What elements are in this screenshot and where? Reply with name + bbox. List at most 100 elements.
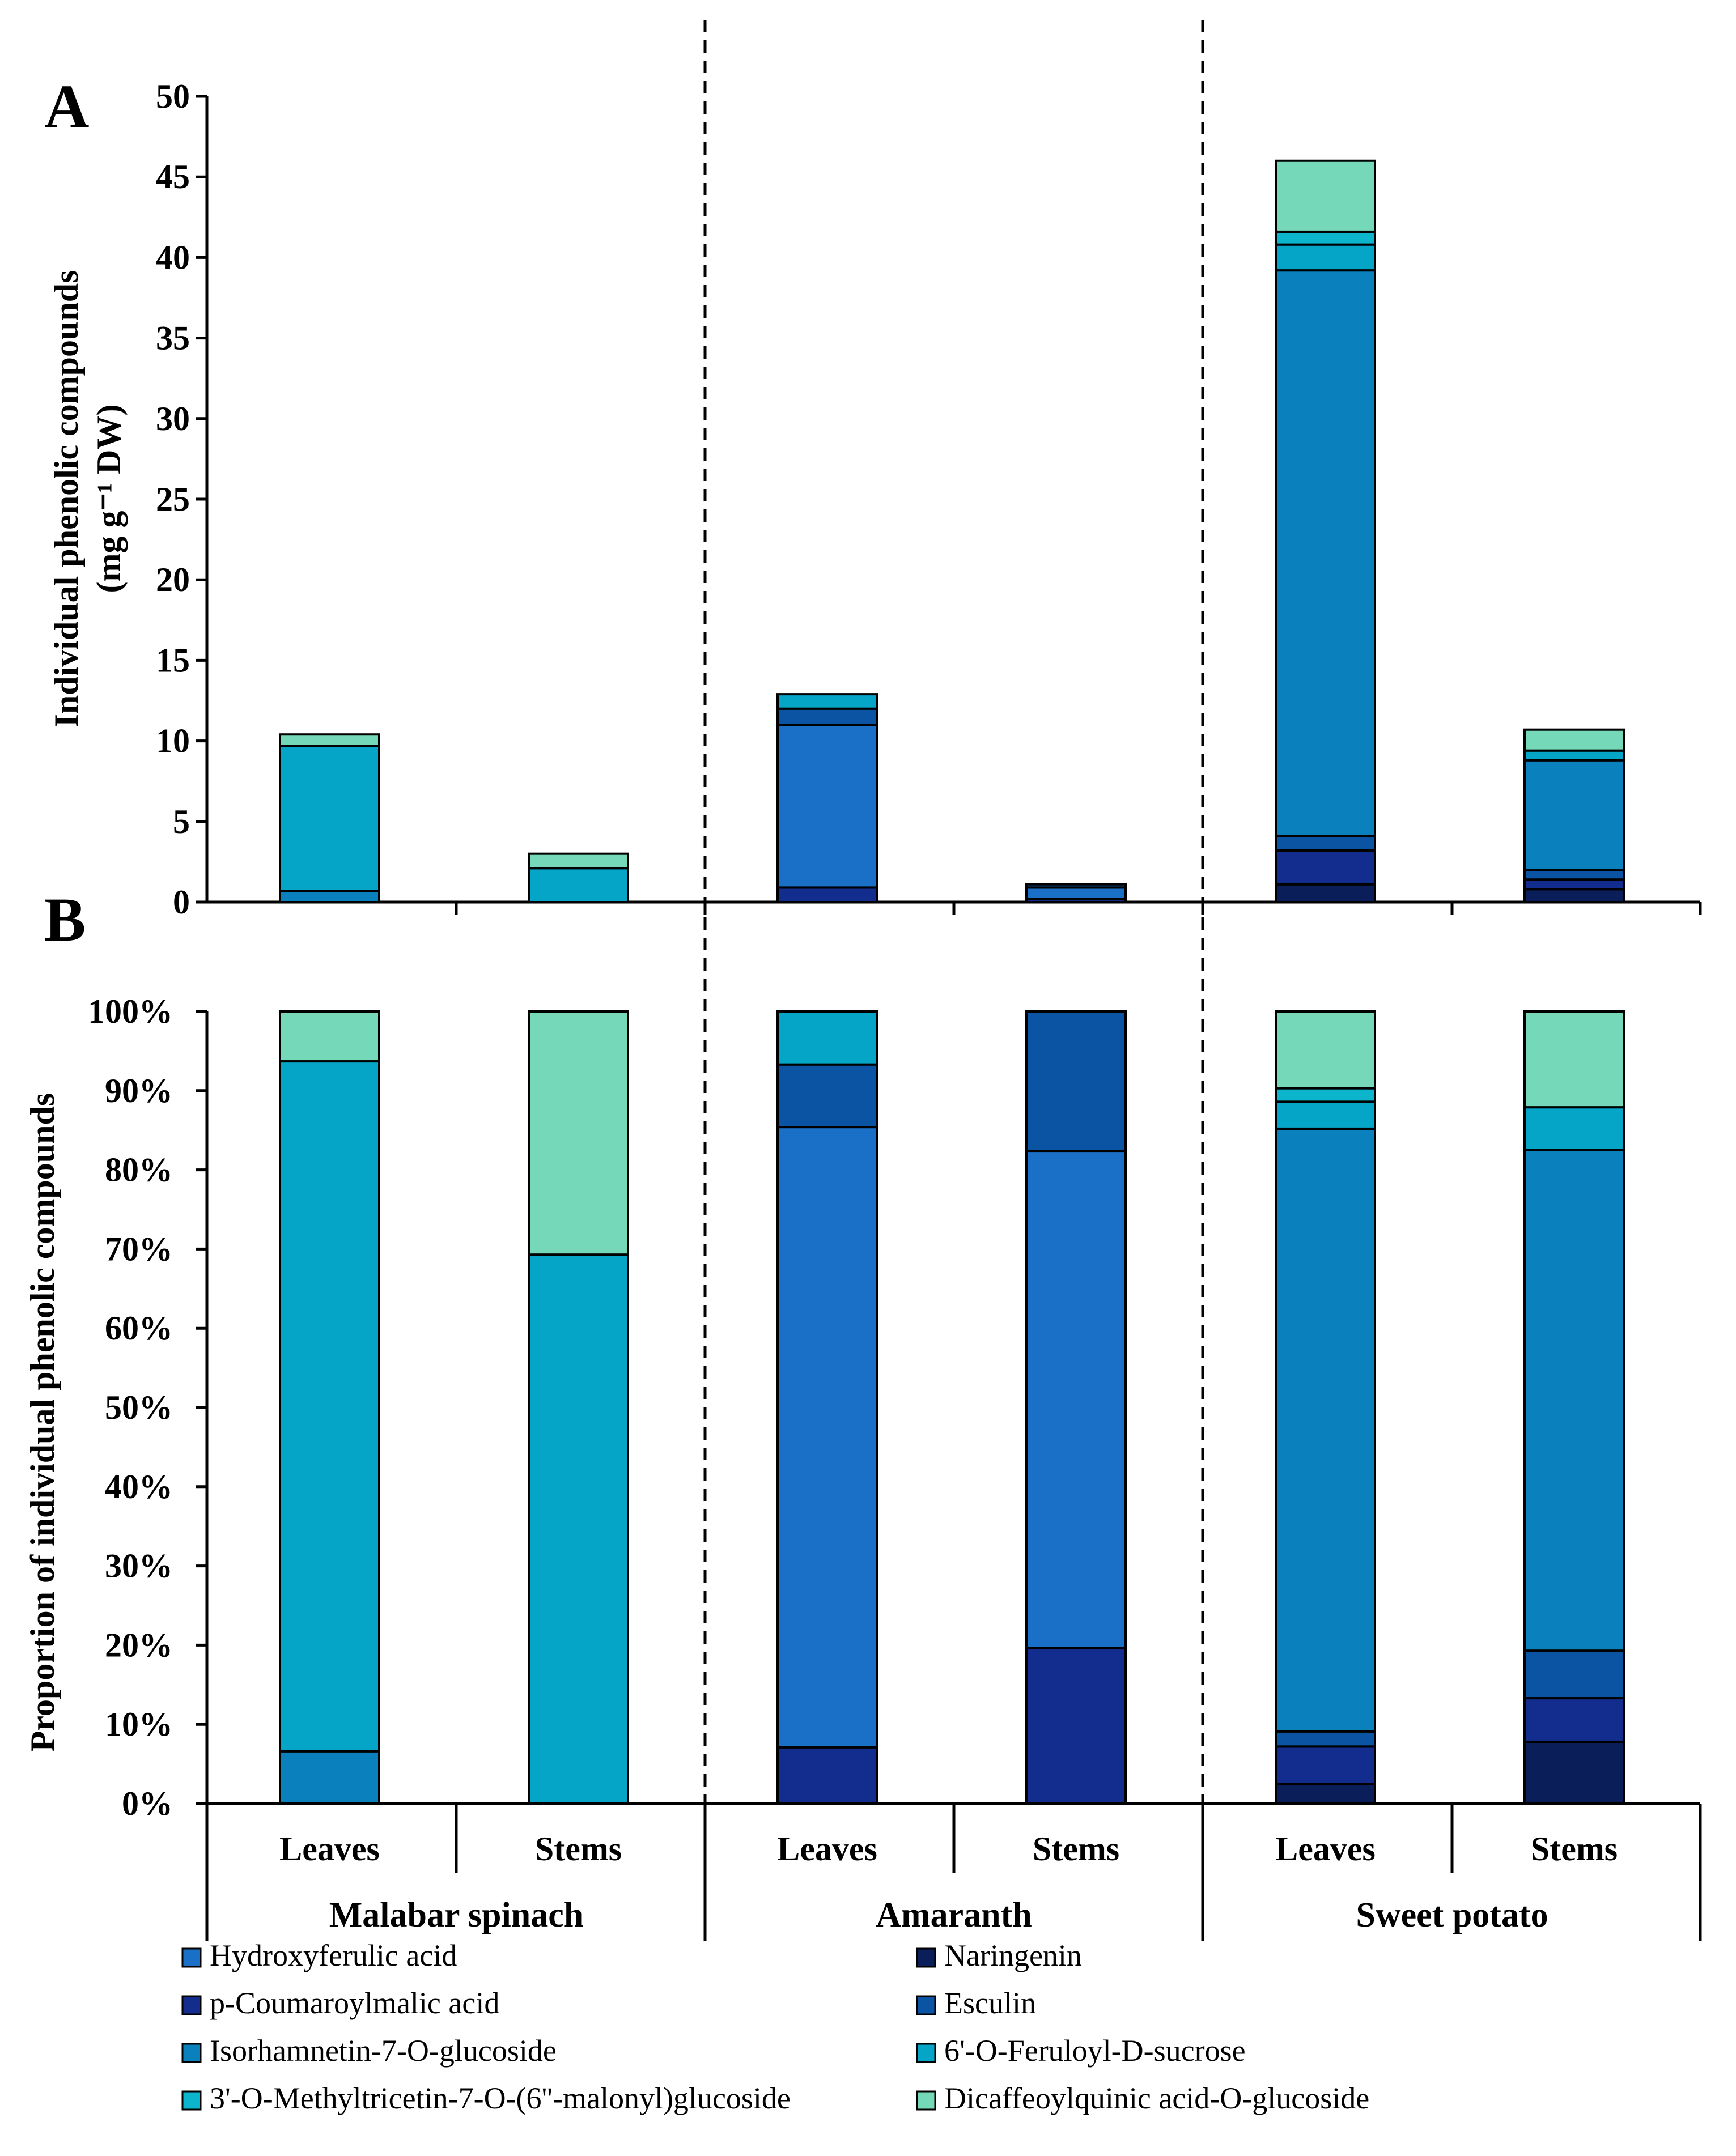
bar-segment-a-6-o-feruloyl-d-sucrose	[279, 745, 380, 892]
bar-segment-a-dicaffeoylquinic-acid-o-glucoside	[279, 733, 380, 747]
legend-swatch-esculin	[916, 1995, 936, 2015]
bar-segment-a-6-o-feruloyl-d-sucrose	[1275, 243, 1376, 272]
bar-segment-b-dicaffeoylquinic-acid-o-glucoside	[528, 1010, 629, 1256]
bar-segment-b-3-o-methyltricetin-7-o-6-malonyl-glucoside	[1275, 1087, 1376, 1103]
bar-segment-b-dicaffeoylquinic-acid-o-glucoside	[1523, 1010, 1625, 1109]
bar-segment-a-p-coumaroylmalic-acid	[1275, 849, 1376, 886]
bar-segment-a-dicaffeoylquinic-acid-o-glucoside	[528, 852, 629, 870]
y-tick-label-b: 70%	[105, 1230, 173, 1268]
legend: Hydroxyferulic acid Naringenin p-Coumaroyl…	[181, 1938, 1369, 2115]
bar-segment-b-naringenin	[1523, 1740, 1625, 1805]
x-category-label: Stems	[1531, 1830, 1618, 1868]
y-tick-label-a: 20	[156, 561, 190, 598]
bar-segment-a-6-o-feruloyl-d-sucrose	[1523, 749, 1625, 762]
y-tick-label-b: 20%	[105, 1626, 173, 1664]
x-group-label: Malabar spinach	[329, 1896, 583, 1934]
bar-segment-b-esculin	[776, 1063, 878, 1129]
bar-segment-b-dicaffeoylquinic-acid-o-glucoside	[279, 1010, 380, 1063]
y-tick-label-a: 25	[156, 480, 190, 518]
bar-segment-b-hydroxyferulic-acid	[1025, 1150, 1127, 1649]
y-tick-label-a: 35	[156, 320, 190, 357]
bar-segment-b-esculin	[1523, 1649, 1625, 1700]
y-tick-label-a: 45	[156, 158, 190, 195]
y-tick-label-b: 90%	[105, 1072, 173, 1109]
bar-segment-b-isorhamnetin-7-o-glucoside	[279, 1750, 380, 1805]
panel-label-a: A	[44, 72, 89, 141]
legend-swatch-isorhamnetin-7-o-glucoside	[181, 2043, 202, 2063]
bar-segment-a-hydroxyferulic-acid	[1025, 886, 1127, 900]
bar-segment-b-p-coumaroylmalic-acid	[1275, 1745, 1376, 1785]
bar-segment-b-isorhamnetin-7-o-glucoside	[1275, 1127, 1376, 1733]
panel-b: 0% 10% 20% 30% 40% 50% 60% 70% 80% 90% 100% Proport…	[24, 885, 1700, 1822]
bar-segment-a-isorhamnetin-7-o-glucoside	[279, 890, 380, 904]
bar-segment-b-6-o-feruloyl-d-sucrose	[279, 1060, 380, 1753]
bar-segment-b-6-o-feruloyl-d-sucrose	[1275, 1100, 1376, 1130]
bar-segment-a-3-o-methyltricetin-7-o-6-malonyl-glucoside	[1275, 230, 1376, 246]
bar-segment-a-esculin	[1275, 835, 1376, 852]
group-dividers	[703, 20, 1204, 1941]
y-tick-label-b: 60%	[105, 1309, 173, 1347]
bar-segment-b-6-o-feruloyl-d-sucrose	[1523, 1106, 1625, 1151]
y-tick-label-b: 0%	[122, 1785, 173, 1822]
bar-segment-b-esculin	[1025, 1010, 1127, 1153]
x-group-label: Amaranth	[876, 1896, 1032, 1934]
x-category-label: Leaves	[279, 1830, 380, 1868]
legend-label-esculin: Esculin	[944, 1986, 1036, 2020]
y-axis-title-b: Proportion of individual phenolic compou…	[24, 1093, 61, 1752]
bar-segment-a-p-coumaroylmalic-acid	[1523, 878, 1625, 891]
bar-segment-b-hydroxyferulic-acid	[776, 1126, 878, 1749]
bar-segment-a-p-coumaroylmalic-acid	[776, 886, 878, 904]
y-tick-label-b: 40%	[105, 1468, 173, 1506]
bar-segment-a-6-o-feruloyl-d-sucrose	[528, 867, 629, 903]
bar-segment-a-esculin	[1523, 869, 1625, 881]
x-group-label: Sweet potato	[1356, 1896, 1548, 1934]
y-tick-label-b: 80%	[105, 1151, 173, 1189]
bar-segment-b-esculin	[1275, 1730, 1376, 1748]
bar-segment-a-dicaffeoylquinic-acid-o-glucoside	[1275, 159, 1376, 233]
bar-segment-b-p-coumaroylmalic-acid	[1025, 1647, 1127, 1805]
y-tick-label-b: 10%	[105, 1706, 173, 1743]
bar-segment-a-dicaffeoylquinic-acid-o-glucoside	[1523, 728, 1625, 752]
bar-segment-a-esculin	[776, 707, 878, 726]
legend-label-6-o-feruloyl-d-sucrose: 6'-O-Feruloyl-D-sucrose	[944, 2034, 1246, 2068]
legend-swatch-dicaffeoylquinic-acid-o-glucoside	[916, 2090, 936, 2111]
legend-label-isorhamnetin-7-o-glucoside: Isorhamnetin-7-O-glucoside	[210, 2034, 557, 2068]
bar-segment-a-naringenin	[1275, 883, 1376, 903]
bar-segment-a-isorhamnetin-7-o-glucoside	[1275, 269, 1376, 837]
x-category-label: Leaves	[1275, 1830, 1376, 1868]
bar-segment-a-esculin	[1025, 883, 1127, 889]
y-tick-label-a: 0	[173, 883, 190, 921]
legend-swatch-p-coumaroylmalic-acid	[181, 1995, 202, 2015]
legend-label-hydroxyferulic-acid: Hydroxyferulic acid	[210, 1938, 457, 1972]
bar-segment-a-hydroxyferulic-acid	[776, 724, 878, 889]
legend-label-naringenin: Naringenin	[944, 1938, 1082, 1972]
bar-segment-b-naringenin	[1275, 1783, 1376, 1805]
y-tick-label-a: 5	[173, 803, 190, 840]
legend-label-3-o-methyltricetin-7-o-6-malonyl-glucoside: 3'-O-Methyltricetin-7-O-(6''-malonyl)glu…	[210, 2081, 791, 2115]
legend-label-p-coumaroylmalic-acid: p-Coumaroylmalic acid	[210, 1986, 499, 2020]
y-tick-label-a: 40	[156, 239, 190, 276]
y-tick-label-b: 30%	[105, 1547, 173, 1585]
y-tick-label-b: 50%	[105, 1389, 173, 1426]
y-tick-label-a: 15	[156, 641, 190, 679]
y-tick-label-a: 30	[156, 400, 190, 437]
x-category-label: Stems	[535, 1830, 622, 1868]
x-category-label: Leaves	[777, 1830, 877, 1868]
bar-segment-b-isorhamnetin-7-o-glucoside	[1523, 1149, 1625, 1652]
bar-segment-b-p-coumaroylmalic-acid	[1523, 1697, 1625, 1743]
y-axis-title-a: Individual phenolic compounds	[48, 270, 85, 728]
bar-segment-b-6-o-feruloyl-d-sucrose	[776, 1010, 878, 1066]
legend-swatch-naringenin	[916, 1947, 936, 1968]
y-tick-label-a: 50	[156, 78, 190, 115]
legend-swatch-6-o-feruloyl-d-sucrose	[916, 2043, 936, 2063]
legend-swatch-hydroxyferulic-acid	[181, 1947, 202, 1968]
panel-label-b: B	[44, 885, 86, 954]
bar-segment-b-dicaffeoylquinic-acid-o-glucoside	[1275, 1010, 1376, 1090]
bar-segment-b-6-o-feruloyl-d-sucrose	[528, 1253, 629, 1805]
bar-segment-a-isorhamnetin-7-o-glucoside	[1523, 759, 1625, 871]
bar-segment-a-naringenin	[1523, 888, 1625, 904]
x-axis-categories: Leaves Stems Leaves Stems Leaves Stems Malabar…	[205, 1804, 1702, 1941]
y-axis-title-a-units: (mg g⁻¹ DW)	[90, 405, 128, 593]
